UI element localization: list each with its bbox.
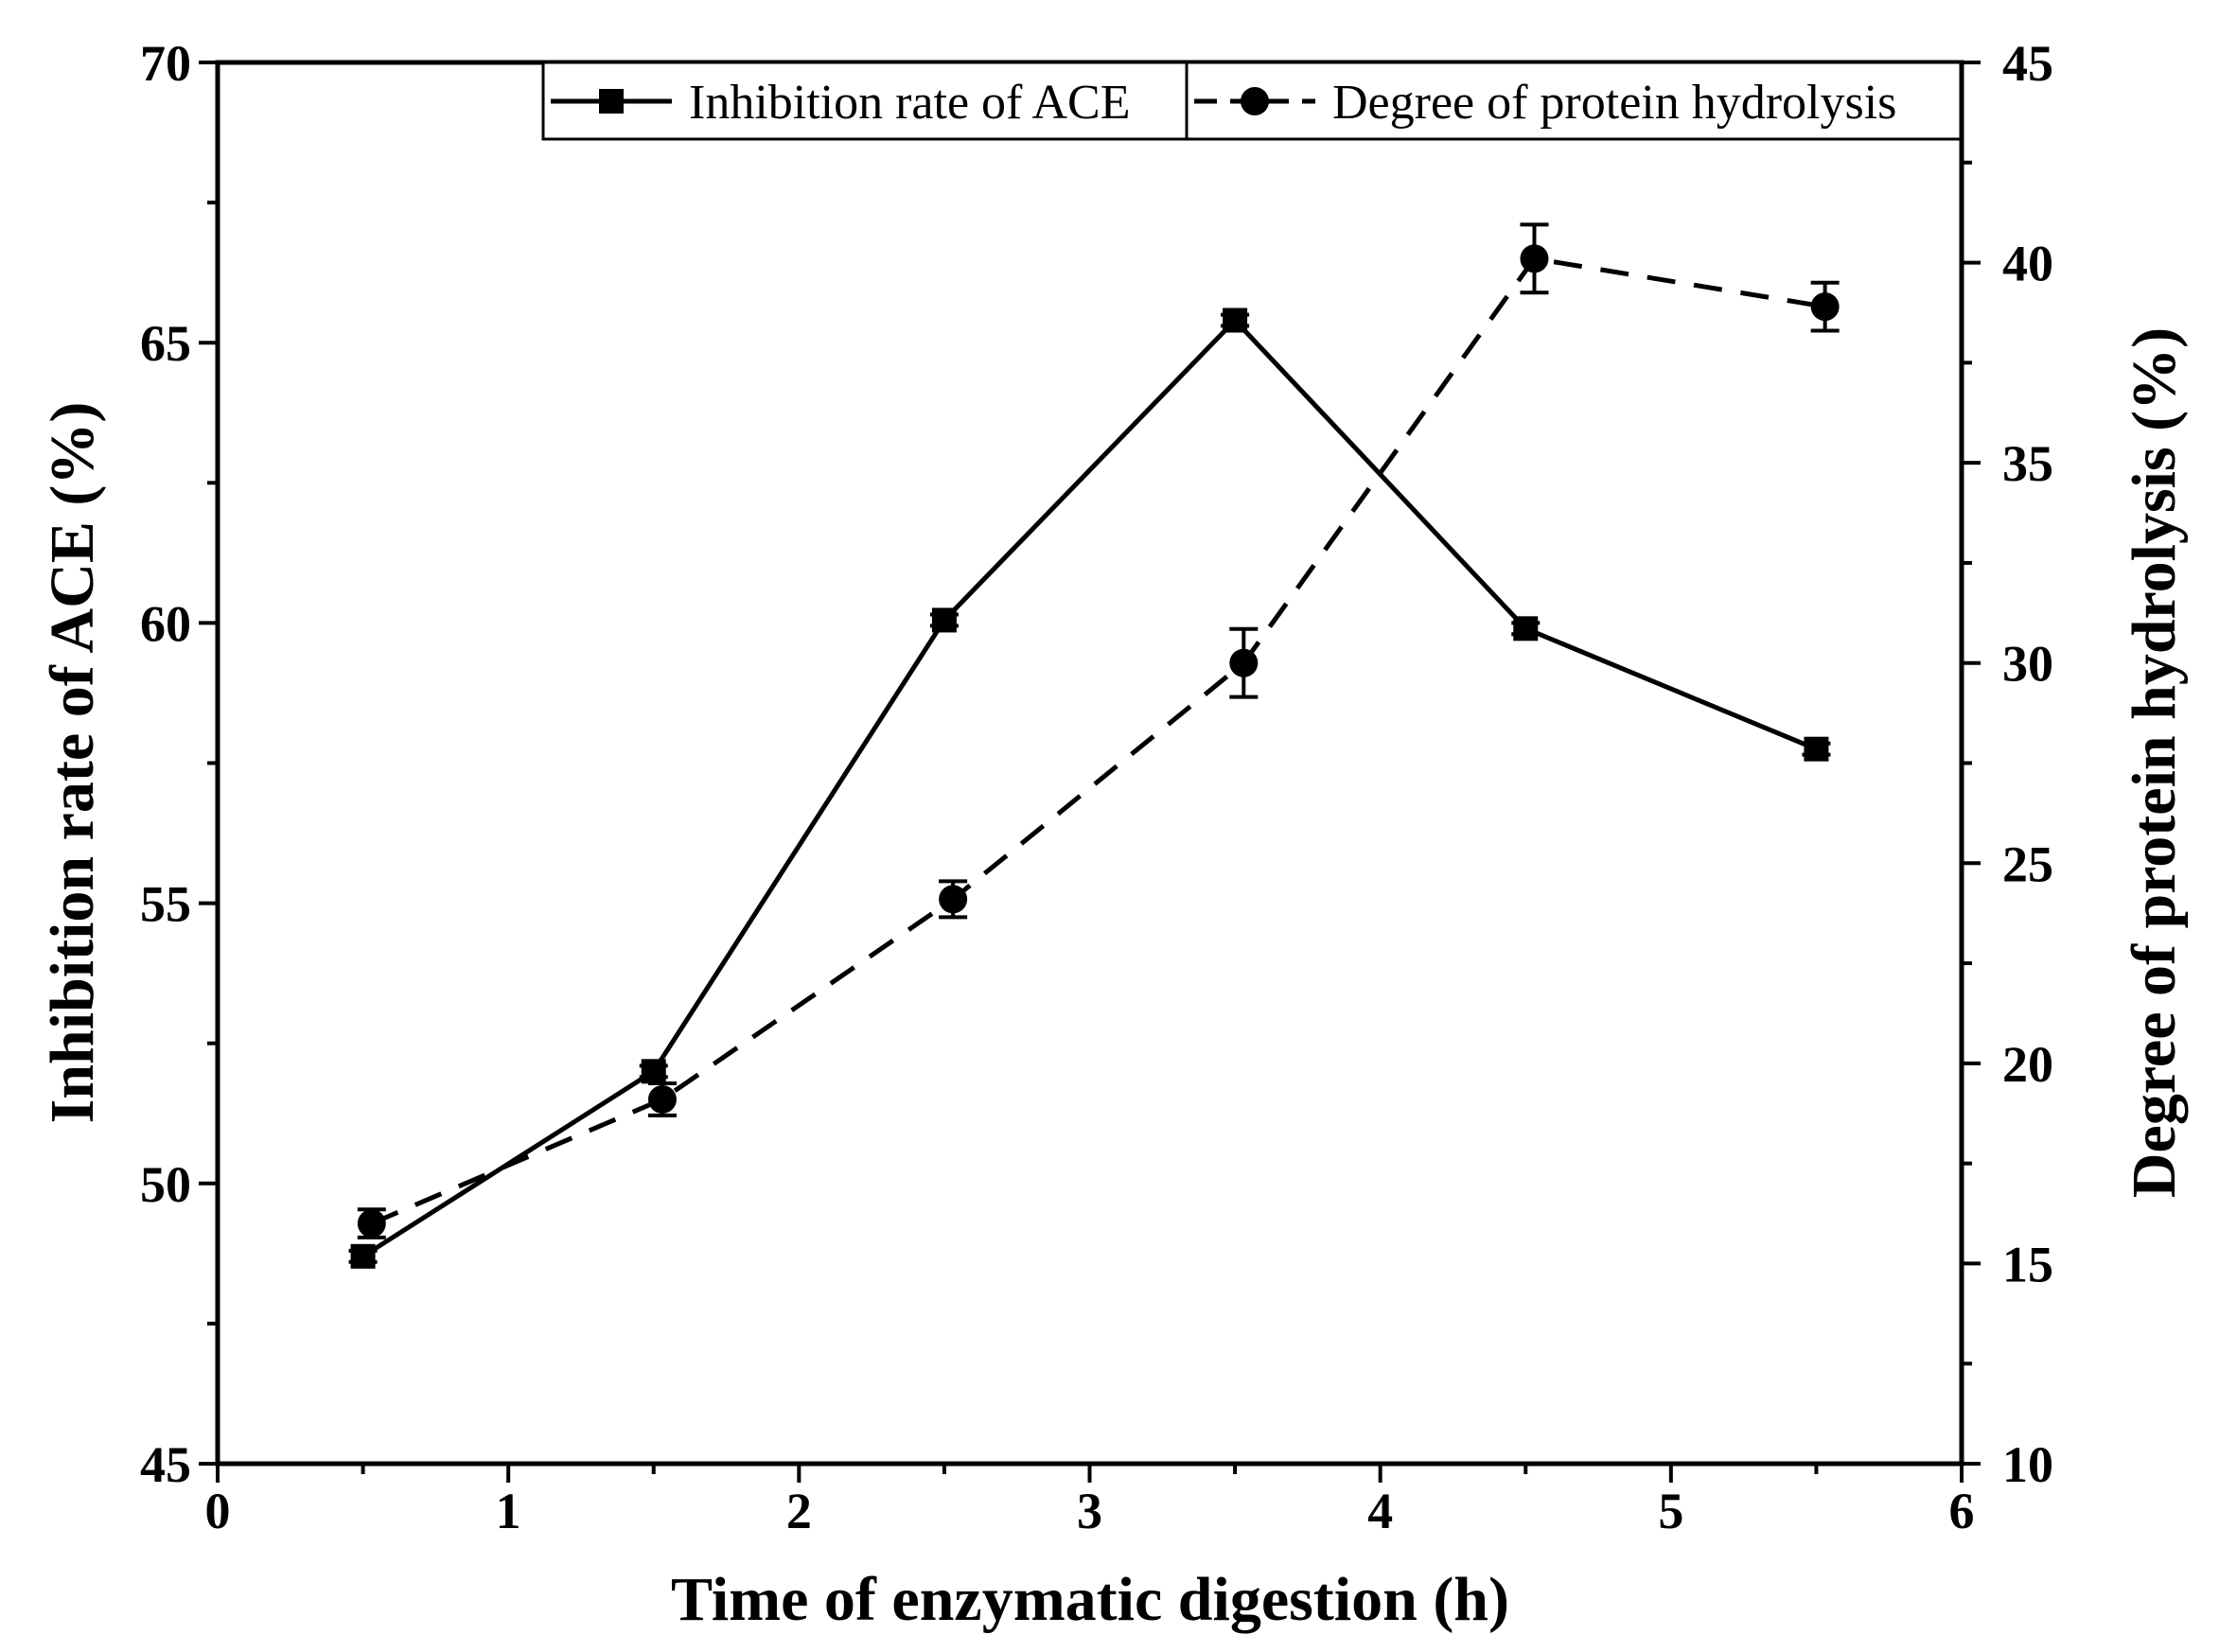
x-tick-label: 2 — [786, 1483, 812, 1539]
y-left-tick-label: 50 — [140, 1156, 191, 1213]
y-left-tick-label: 55 — [140, 876, 191, 933]
data-point-circle — [1229, 648, 1259, 677]
series-line — [370, 255, 1826, 1226]
series-line — [361, 316, 1818, 1258]
y-right-tick-label: 40 — [2002, 236, 2053, 292]
y-left-tick-label: 65 — [140, 315, 191, 372]
plot-frame — [215, 60, 1964, 1467]
y-right-tick-label: 35 — [2002, 435, 2053, 492]
x-tick-label: 6 — [1949, 1483, 1975, 1539]
data-point-circle — [647, 1084, 677, 1114]
data-point-square — [350, 1243, 376, 1269]
data-point-square — [931, 607, 957, 633]
data-point-square — [1513, 616, 1539, 641]
y-right-tick-label: 45 — [2002, 35, 2053, 92]
data-point-circle — [1520, 244, 1549, 273]
y-left-tick-label: 45 — [140, 1436, 191, 1493]
x-tick-label: 1 — [496, 1483, 521, 1539]
axis-ticks — [199, 61, 1981, 1483]
data-point-circle — [1810, 292, 1840, 322]
data-point-square — [641, 1059, 666, 1084]
data-point-circle — [357, 1209, 386, 1239]
y-axis-right-title: Degree of protein hydrolysis (%) — [2120, 327, 2189, 1198]
y-right-tick-label: 25 — [2002, 835, 2053, 892]
x-tick-label: 0 — [205, 1483, 231, 1539]
data-point-square — [1223, 308, 1248, 333]
y-right-tick-label: 10 — [2002, 1436, 2053, 1493]
data-point-circle — [939, 885, 968, 914]
y-right-tick-label: 15 — [2002, 1236, 2053, 1292]
series-ace-inhibition — [348, 308, 1831, 1269]
legend-marker-dh — [1241, 87, 1269, 115]
x-tick-label: 5 — [1658, 1483, 1683, 1539]
y-left-tick-label: 70 — [140, 35, 191, 92]
legend-box-2 — [1185, 61, 1963, 141]
y-right-tick-label: 30 — [2002, 636, 2053, 693]
series-protein-hydrolysis — [357, 222, 1840, 1239]
data-series — [348, 222, 1840, 1269]
x-tick-label: 4 — [1367, 1483, 1393, 1539]
data-point-square — [1804, 736, 1829, 762]
legend: Inhibition rate of ACE Degree of protein… — [541, 61, 1963, 141]
y-axis-left-title: Inhibition rate of ACE (%) — [38, 402, 107, 1124]
legend-marker-ace — [599, 89, 624, 114]
legend-label-dh: Degree of protein hydrolysis — [1332, 76, 1896, 130]
y-right-tick-label: 20 — [2002, 1036, 2053, 1093]
x-tick-label: 3 — [1077, 1483, 1102, 1539]
legend-label-ace: Inhibition rate of ACE — [689, 76, 1130, 130]
x-axis-title: Time of enzymatic digestion (h) — [671, 1565, 1509, 1634]
y-left-tick-label: 60 — [140, 595, 191, 652]
